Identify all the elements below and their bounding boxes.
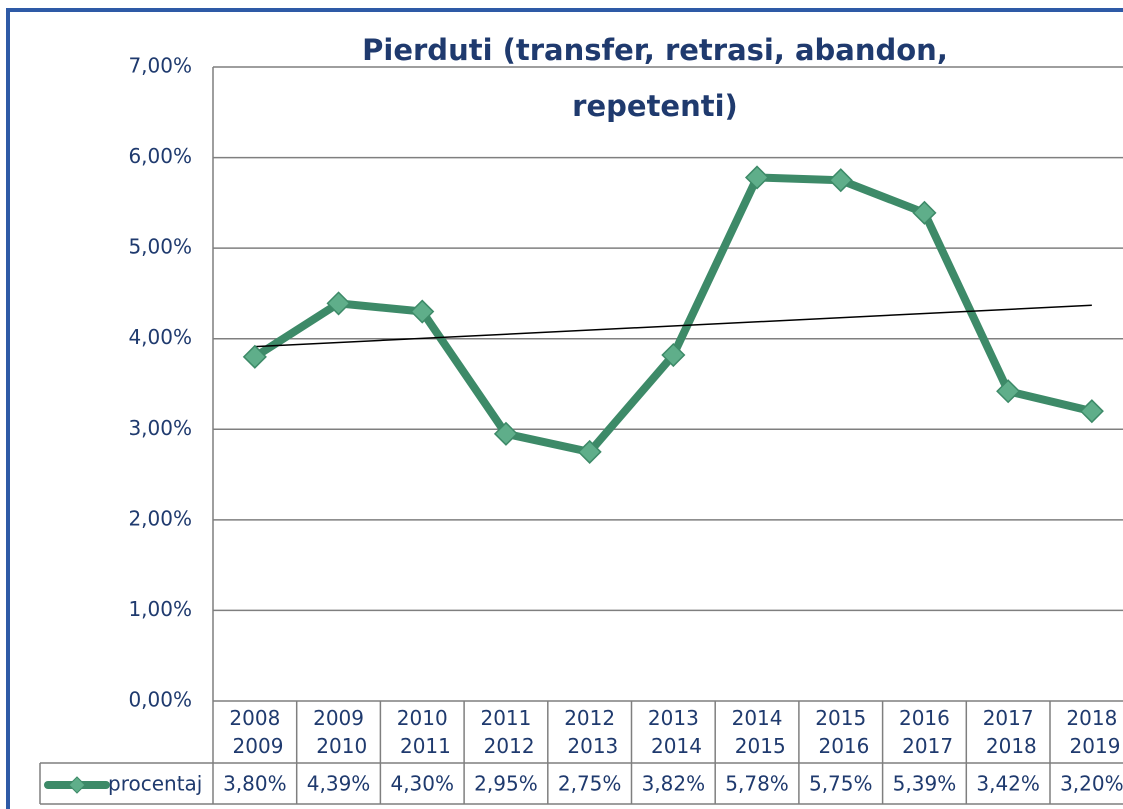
chart-title: repetenti) <box>572 89 738 123</box>
chart-title: Pierduti (transfer, retrasi, abandon, <box>362 33 948 67</box>
data-label: 5,39% <box>893 772 957 796</box>
x-tick-label: 2010 2011 <box>394 706 451 758</box>
y-tick-label: 4,00% <box>128 325 192 349</box>
data-label: 3,80% <box>223 772 287 796</box>
marker <box>830 169 852 191</box>
y-tick-label: 1,00% <box>128 597 192 621</box>
x-tick-label: 2009 2010 <box>310 706 367 758</box>
y-tick-label: 5,00% <box>128 235 192 259</box>
x-tick-label: 2014 2015 <box>728 706 785 758</box>
y-tick-label: 7,00% <box>128 54 192 78</box>
x-tick-label: 2011 2012 <box>477 706 534 758</box>
marker <box>1081 400 1103 422</box>
data-label: 5,78% <box>725 772 789 796</box>
data-label: 3,82% <box>642 772 706 796</box>
y-tick-label: 6,00% <box>128 144 192 168</box>
data-label: 4,39% <box>307 772 371 796</box>
x-tick-label: 2017 2018 <box>980 706 1037 758</box>
x-tick-label: 2016 2017 <box>896 706 953 758</box>
data-label: 2,75% <box>558 772 622 796</box>
x-tick-label: 2015 2016 <box>812 706 869 758</box>
y-tick-label: 2,00% <box>128 506 192 530</box>
x-tick-label: 2018 2019 <box>1063 706 1120 758</box>
x-tick-label: 2008 2009 <box>226 706 283 758</box>
chart: Pierduti (transfer, retrasi, abandon, re… <box>0 0 1123 809</box>
data-label: 3,20% <box>1060 772 1123 796</box>
data-label: 5,75% <box>809 772 873 796</box>
x-tick-label: 2013 2014 <box>645 706 702 758</box>
line <box>255 177 1092 451</box>
y-tick-label: 0,00% <box>128 688 192 712</box>
data-label: 2,95% <box>474 772 538 796</box>
data-label: 3,42% <box>976 772 1040 796</box>
data-label: 4,30% <box>390 772 454 796</box>
legend-label: procentaj <box>108 772 202 796</box>
y-tick-label: 3,00% <box>128 416 192 440</box>
x-tick-label: 2012 2013 <box>561 706 618 758</box>
legend-marker <box>69 777 85 793</box>
